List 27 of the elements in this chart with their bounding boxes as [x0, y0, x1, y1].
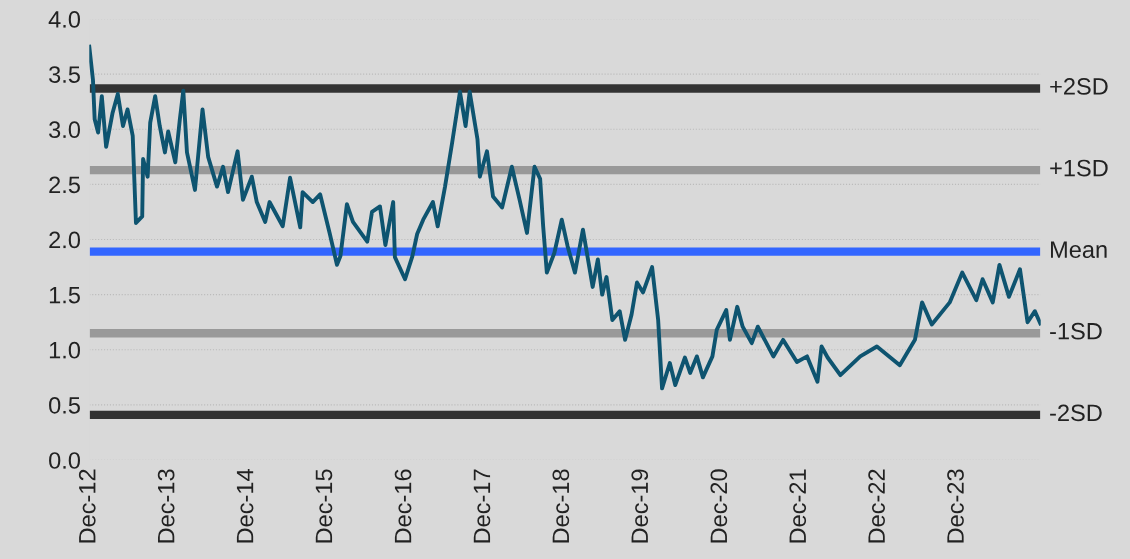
ref-line-label: +1SD — [1050, 159, 1108, 177]
y-tick-label: 0.5 — [49, 396, 80, 414]
ref-line-label: -2SD — [1050, 404, 1102, 422]
line-series — [89, 44, 1041, 391]
y-tick-label: 1.5 — [49, 286, 80, 304]
x-tick-label: Dec-17 — [473, 469, 491, 543]
x-tick-label: Dec-20 — [710, 469, 728, 543]
x-tick-label: Dec-16 — [394, 469, 412, 543]
y-tick-label: 4.0 — [48, 11, 81, 28]
y-tick-label: 1.0 — [49, 341, 81, 359]
x-tick-label: Dec-14 — [236, 469, 254, 543]
x-tick-label: Dec-13 — [157, 469, 175, 543]
x-tick-label: Dec-15 — [315, 469, 333, 543]
x-tick-label: Dec-21 — [789, 469, 807, 543]
x-tick-label: Dec-23 — [947, 469, 964, 543]
x-tick-label: Dec-12 — [78, 469, 96, 543]
x-tick-label: Dec-22 — [868, 469, 885, 543]
y-tick-label: 2.0 — [49, 231, 81, 249]
y-tick-label: 0.0 — [49, 452, 81, 469]
y-tick-label: 2.5 — [49, 176, 80, 194]
x-tick-label: Dec-19 — [631, 469, 649, 543]
ref-line-label: Mean — [1051, 241, 1107, 258]
x-tick-label: Dec-18 — [552, 469, 570, 543]
ref-line-label: -1SD — [1050, 322, 1102, 340]
y-tick-label: 3.0 — [49, 121, 81, 139]
ref-line-label: +2SD — [1050, 78, 1108, 95]
y-tick-label: 3.5 — [49, 66, 80, 83]
